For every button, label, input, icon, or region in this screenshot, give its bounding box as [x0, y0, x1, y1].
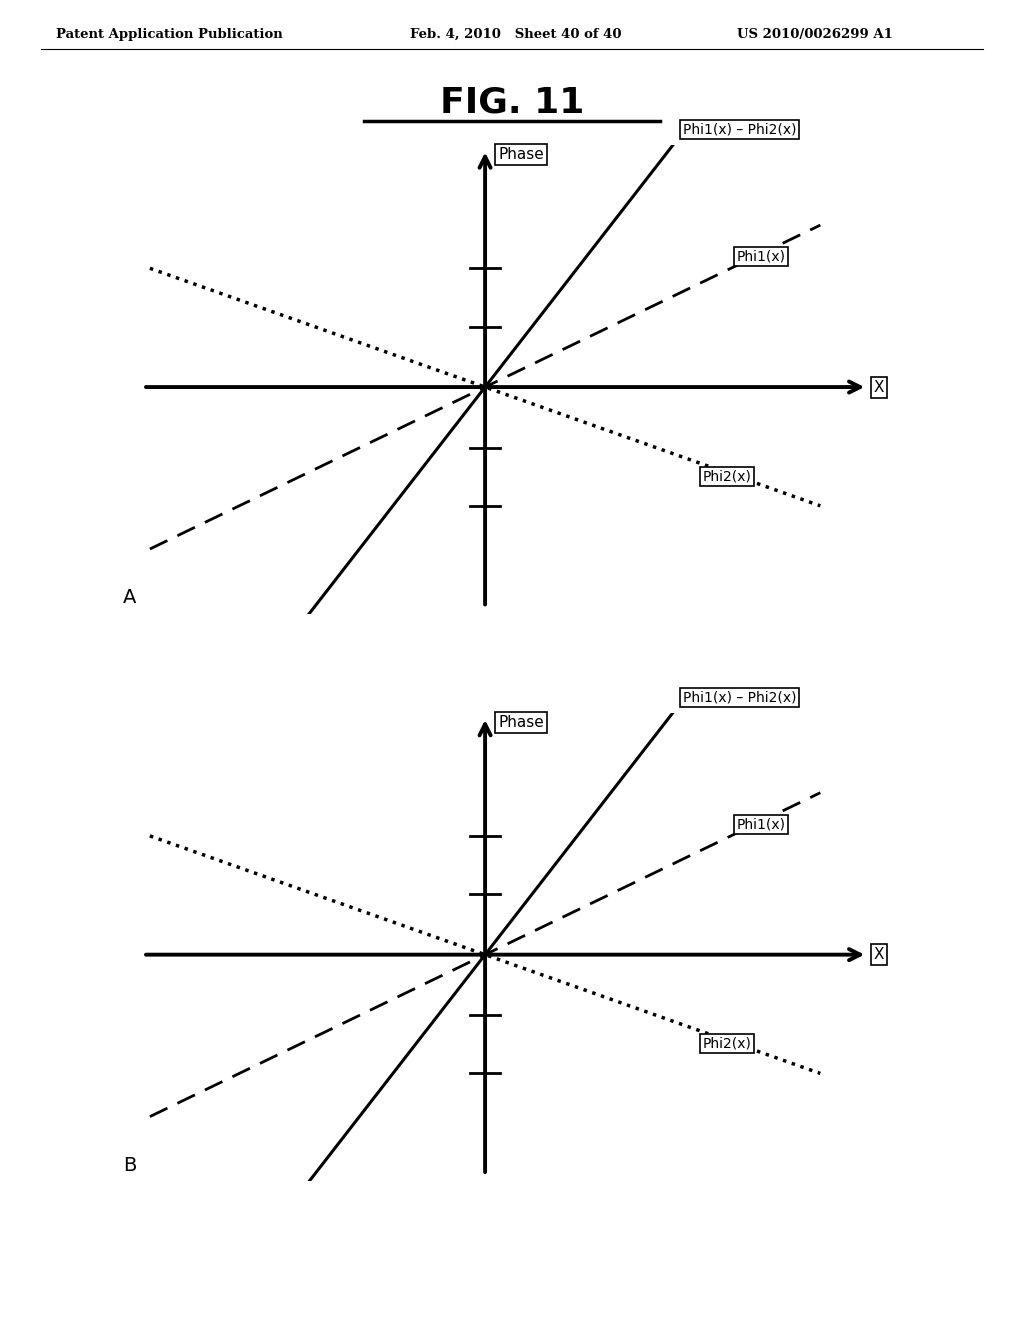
Text: A: A — [123, 589, 136, 607]
Text: Phase: Phase — [499, 148, 544, 162]
Text: Phase: Phase — [499, 715, 544, 730]
Text: Phi1(x): Phi1(x) — [736, 249, 785, 264]
Text: Phi1(x) – Phi2(x): Phi1(x) – Phi2(x) — [683, 123, 797, 136]
Text: X: X — [873, 380, 885, 395]
Text: B: B — [123, 1156, 136, 1175]
Text: Phi1(x): Phi1(x) — [736, 817, 785, 832]
Text: Feb. 4, 2010   Sheet 40 of 40: Feb. 4, 2010 Sheet 40 of 40 — [410, 28, 622, 41]
Text: Phi1(x) – Phi2(x): Phi1(x) – Phi2(x) — [683, 690, 797, 704]
Text: Phi2(x): Phi2(x) — [703, 1038, 752, 1051]
Text: Patent Application Publication: Patent Application Publication — [56, 28, 283, 41]
Text: US 2010/0026299 A1: US 2010/0026299 A1 — [737, 28, 893, 41]
Text: FIG. 11: FIG. 11 — [440, 86, 584, 120]
Text: Phi2(x): Phi2(x) — [703, 470, 752, 483]
Text: X: X — [873, 948, 885, 962]
